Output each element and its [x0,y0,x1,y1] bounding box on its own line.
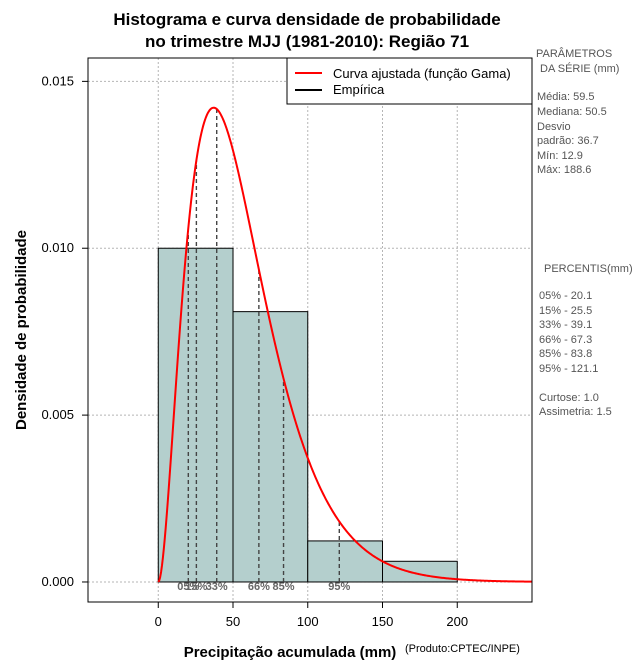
x-tick-label-0: 0 [155,614,162,629]
histogram-bar-2 [307,540,384,583]
stat-min: Mín: 12.9 [537,150,583,162]
percentil-15: 15% - 25.5 [539,305,592,317]
grid-layer [88,58,532,602]
params-header-2: DA SÉRIE (mm) [540,62,619,75]
stat-desvio-1: Desvio [537,121,571,133]
legend-entry-empirical: Empírica [333,82,385,97]
x-axis-label: Precipitação acumulada (mm) [184,644,397,660]
percentile-lines: 05%15%33% 66% 85% 95% [177,109,351,593]
fitted-gamma-curve [157,106,533,583]
stat-media: Média: 59.5 [537,91,594,103]
legend: Curva ajustada (função Gama) Empírica [286,57,533,105]
percentile-label-1: 15% [185,581,207,593]
chart-title-line-1: Histograma e curva densidade de probabil… [113,10,500,29]
percentil-33: 33% - 39.1 [539,319,592,331]
x-tick-label-1: 50 [226,614,240,629]
histogram-bars [157,247,458,583]
x-axis: 0 50 100 150 200 [155,602,468,629]
fitted-curve-layer [157,106,533,583]
legend-box [286,57,533,105]
percentile-label-2: 33% [206,581,228,593]
y-axis: 0.000 0.005 0.010 0.015 [41,73,88,589]
stat-desvio-2: padrão: 36.7 [537,135,599,147]
percentil-05: 05% - 20.1 [539,290,592,302]
y-tick-label-2: 0.010 [41,240,74,255]
percentile-label-4: 85% [273,581,295,593]
percentil-66: 66% - 67.3 [539,334,592,346]
percentil-95: 95% - 121.1 [539,363,598,375]
params-header-1: PARÂMETROS [536,47,612,60]
percentile-label-5: 95% [328,581,350,593]
y-tick-label-3: 0.015 [41,73,74,88]
percentile-label-3: 66% [248,581,270,593]
histogram-bar-1 [232,311,309,583]
plot-frame [87,57,533,603]
histogram-bar-0 [157,247,234,583]
credit-label: (Produto:CPTEC/INPE) [405,643,520,655]
side-panel: PARÂMETROS DA SÉRIE (mm) Média: 59.5 Med… [536,47,633,418]
y-tick-label-0: 0.000 [41,574,74,589]
percentis-header: PERCENTIS(mm) [544,263,633,275]
stat-mediana: Mediana: 50.5 [537,106,607,118]
stat-assimetria: Assimetria: 1.5 [539,406,612,418]
y-tick-label-1: 0.005 [41,407,74,422]
percentil-85: 85% - 83.8 [539,348,592,360]
x-tick-label-3: 150 [372,614,394,629]
stat-curtose: Curtose: 1.0 [539,392,599,404]
stat-max: Máx: 188.6 [537,164,591,176]
x-tick-label-4: 200 [446,614,468,629]
chart-title-line-2: no trimestre MJJ (1981-2010): Região 71 [145,32,469,51]
y-axis-label: Densidade de probabilidade [13,230,30,430]
legend-entry-curve: Curva ajustada (função Gama) [333,66,511,81]
x-tick-label-2: 100 [297,614,319,629]
percentile-label-0: 05% [177,581,199,593]
